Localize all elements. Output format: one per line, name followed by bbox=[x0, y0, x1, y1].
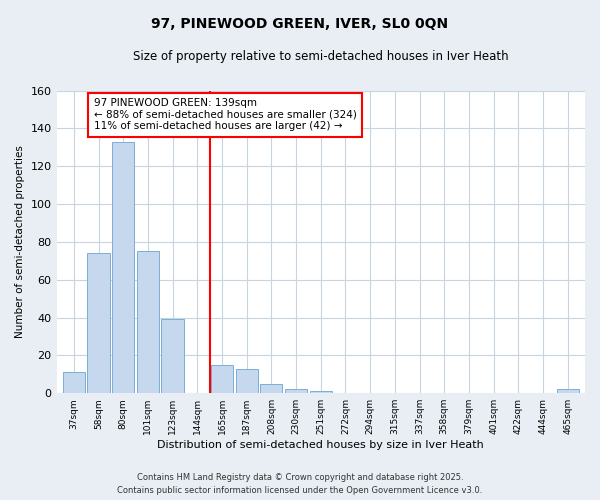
Y-axis label: Number of semi-detached properties: Number of semi-detached properties bbox=[15, 146, 25, 338]
Bar bbox=[285, 390, 307, 393]
Text: 97 PINEWOOD GREEN: 139sqm
← 88% of semi-detached houses are smaller (324)
11% of: 97 PINEWOOD GREEN: 139sqm ← 88% of semi-… bbox=[94, 98, 356, 132]
Bar bbox=[112, 142, 134, 393]
Bar bbox=[63, 372, 85, 393]
Bar bbox=[557, 390, 579, 393]
Bar bbox=[260, 384, 283, 393]
Bar bbox=[310, 392, 332, 393]
Text: Contains HM Land Registry data © Crown copyright and database right 2025.
Contai: Contains HM Land Registry data © Crown c… bbox=[118, 474, 482, 495]
Bar bbox=[236, 368, 258, 393]
Bar bbox=[137, 252, 159, 393]
Title: Size of property relative to semi-detached houses in Iver Heath: Size of property relative to semi-detach… bbox=[133, 50, 509, 63]
Bar bbox=[161, 320, 184, 393]
Bar bbox=[88, 253, 110, 393]
X-axis label: Distribution of semi-detached houses by size in Iver Heath: Distribution of semi-detached houses by … bbox=[157, 440, 484, 450]
Bar bbox=[211, 365, 233, 393]
Text: 97, PINEWOOD GREEN, IVER, SL0 0QN: 97, PINEWOOD GREEN, IVER, SL0 0QN bbox=[151, 18, 449, 32]
